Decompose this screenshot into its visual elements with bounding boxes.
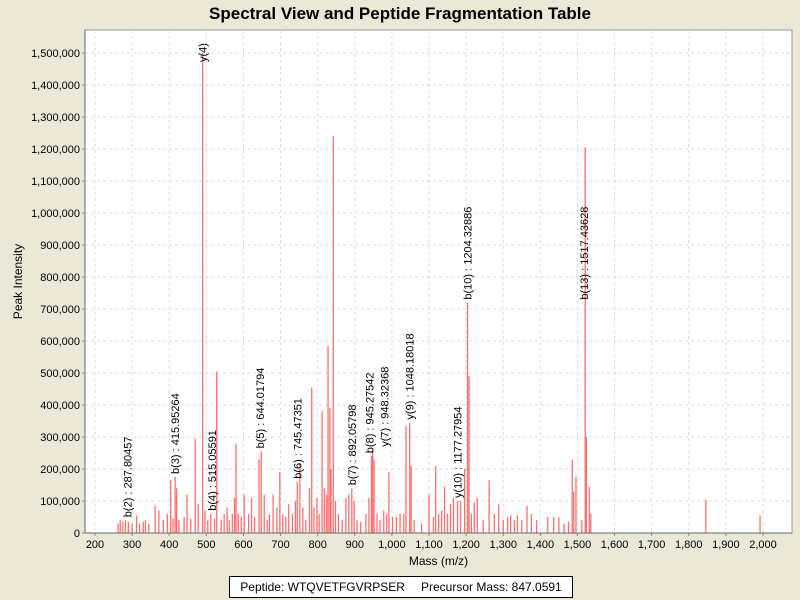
peak-annotation: b(2) : 287.80457 <box>123 436 135 517</box>
x-tick-label: 800 <box>308 539 326 551</box>
y-tick-label: 600,000 <box>40 336 80 348</box>
peak-annotation: b(3) : 415.95264 <box>170 393 182 474</box>
x-tick-label: 400 <box>160 539 178 551</box>
y-tick-label: 1,500,000 <box>31 48 80 60</box>
peak-annotation: y(9) : 1048.18018 <box>405 333 417 419</box>
peak-annotation: b(6) : 745.47351 <box>292 398 304 479</box>
peak-annotation: b(5) : 644.01794 <box>255 368 267 449</box>
peptide-info-box: Peptide: WTQVETFGVRPSER Precursor Mass: 8… <box>229 576 573 598</box>
x-tick-label: 1,100 <box>415 539 443 551</box>
precursor-mass-label: Precursor Mass: 847.0591 <box>420 580 562 594</box>
y-tick-label: 1,300,000 <box>31 112 80 124</box>
peak-annotation: y(7) : 948.32368 <box>380 367 392 447</box>
peak-annotation: y(4) <box>198 43 210 62</box>
x-tick-label: 1,200 <box>452 539 480 551</box>
x-tick-label: 600 <box>234 539 252 551</box>
x-tick-label: 1,600 <box>601 539 629 551</box>
y-tick-label: 1,000,000 <box>31 208 80 220</box>
y-tick-label: 200,000 <box>40 464 80 476</box>
plot-area <box>84 29 793 534</box>
peptide-label: Peptide: WTQVETFGVRPSER <box>240 580 405 594</box>
y-tick-label: 900,000 <box>40 240 80 252</box>
y-tick-label: 0 <box>74 528 80 540</box>
x-tick-label: 1,800 <box>675 539 703 551</box>
y-tick-label: 500,000 <box>40 368 80 380</box>
x-tick-label: 700 <box>271 539 289 551</box>
peak-annotation: b(8) : 945.27542 <box>364 372 376 453</box>
y-tick-label: 700,000 <box>40 304 80 316</box>
spectrum-chart: 200 300 400 500 600 700 800 900 1,000 1,100 1,200 1… <box>11 29 793 568</box>
y-tick-label: 400,000 <box>40 400 80 412</box>
peak-annotation: b(10) : 1204.32886 <box>463 207 475 300</box>
x-tick-label: 2,000 <box>749 539 777 551</box>
y-tick-label: 300,000 <box>40 432 80 444</box>
chart-title: Spectral View and Peptide Fragmentation … <box>209 4 591 23</box>
x-tick-label: 1,000 <box>378 539 406 551</box>
peak-annotation: y(10) : 1177.27954 <box>453 406 465 498</box>
x-tick-label: 1,500 <box>564 539 592 551</box>
y-tick-label: 100,000 <box>40 496 80 508</box>
x-tick-label: 900 <box>346 539 364 551</box>
x-tick-label: 1,300 <box>489 539 517 551</box>
y-tick-label: 1,200,000 <box>31 144 80 156</box>
peak-annotation: b(13) : 1517.43628 <box>579 207 591 300</box>
x-tick-label: 200 <box>86 539 104 551</box>
peak-annotation: b(4) : 515.05591 <box>207 430 219 511</box>
y-tick-label: 1,100,000 <box>31 176 80 188</box>
peak-annotation: b(7) : 892.05798 <box>347 404 359 485</box>
y-tick-label: 800,000 <box>40 272 80 284</box>
x-tick-label: 1,900 <box>712 539 740 551</box>
x-axis-label: Mass (m/z) <box>409 554 468 568</box>
y-tick-label: 1,400,000 <box>31 80 80 92</box>
y-axis-label: Peak Intensity <box>11 244 25 319</box>
x-tick-label: 1,700 <box>638 539 666 551</box>
x-tick-label: 500 <box>197 539 215 551</box>
x-tick-label: 300 <box>123 539 141 551</box>
x-tick-label: 1,400 <box>527 539 555 551</box>
